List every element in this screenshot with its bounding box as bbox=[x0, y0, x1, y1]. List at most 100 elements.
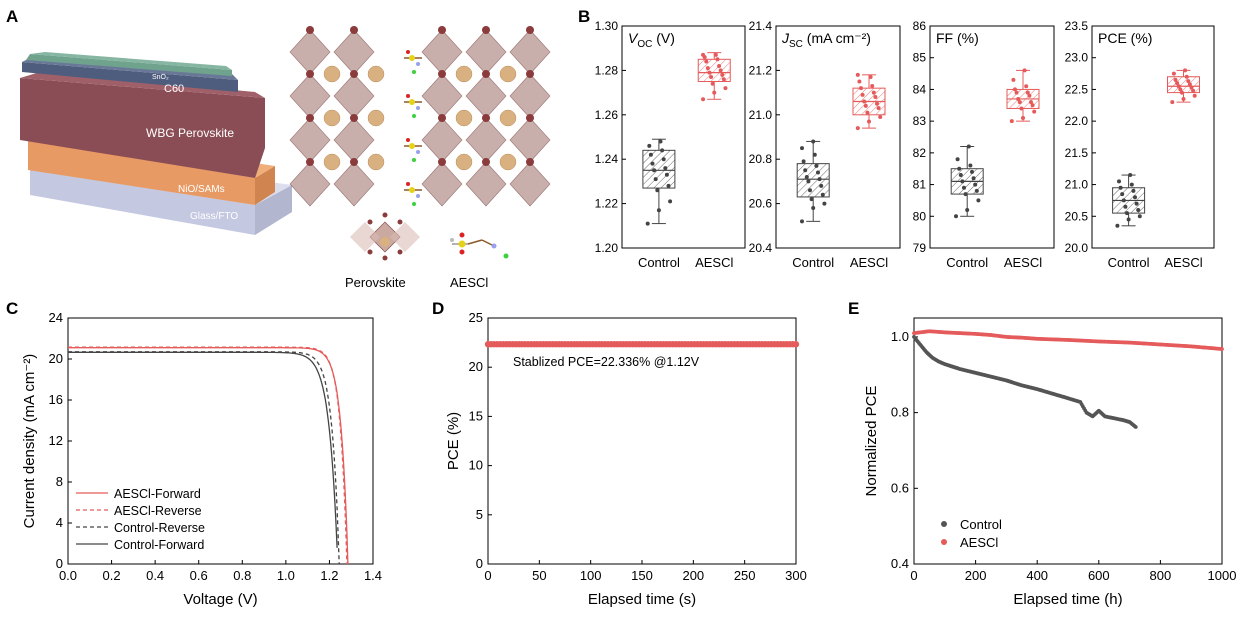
x-tick-label: 400 bbox=[1026, 568, 1048, 583]
data-point bbox=[713, 52, 718, 57]
category-label: Control bbox=[638, 255, 680, 270]
chart-title: FF (%) bbox=[936, 30, 979, 46]
halide-atom bbox=[482, 158, 490, 166]
data-point bbox=[645, 221, 650, 226]
data-point bbox=[1133, 195, 1137, 200]
oxygen-atom bbox=[406, 50, 410, 54]
data-point bbox=[1126, 217, 1131, 222]
data-point bbox=[647, 143, 652, 148]
octahedron bbox=[333, 161, 375, 207]
panel-letter-e: E bbox=[848, 299, 859, 318]
data-point bbox=[710, 81, 715, 86]
y-tick-label: 24 bbox=[49, 310, 63, 325]
chart-d-stabilized: 0 50 100 150 200 250 300 0 5 10 15 20 25 Elapsed time… bbox=[445, 310, 807, 608]
crystal-structure bbox=[289, 26, 551, 207]
data-point bbox=[855, 126, 860, 131]
data-point bbox=[822, 201, 827, 206]
octahedron bbox=[465, 117, 507, 163]
structure-label-aescl: AESCl bbox=[450, 275, 488, 290]
chloride-ion bbox=[412, 70, 416, 74]
data-point bbox=[1179, 90, 1184, 95]
octahedron bbox=[509, 73, 551, 119]
data-point bbox=[1128, 173, 1133, 178]
data-point bbox=[1125, 211, 1129, 216]
data-point bbox=[1117, 179, 1121, 184]
data-point bbox=[1017, 100, 1022, 105]
halide-atom bbox=[482, 70, 490, 78]
y-tick-label: 81 bbox=[913, 178, 927, 192]
y-tick-label: 21.2 bbox=[749, 63, 773, 77]
y-tick-label: 25 bbox=[469, 310, 483, 325]
chloride-ion bbox=[412, 114, 416, 118]
nitrogen-atom bbox=[416, 150, 420, 154]
octahedron bbox=[465, 73, 507, 119]
sulfur-atom bbox=[409, 143, 415, 149]
sulfur-atom bbox=[409, 187, 415, 193]
layer-label-nio: NiO/SAMs bbox=[178, 184, 225, 195]
y-axis-label: Normalized PCE bbox=[863, 386, 880, 497]
octahedron bbox=[465, 161, 507, 207]
category-label: AESCl bbox=[695, 255, 733, 270]
a-site-cation bbox=[323, 65, 341, 83]
chart-b-ff: 79 80 81 82 83 84 85 86 FF (%) Control AESCl bbox=[913, 19, 1055, 270]
category-label: AESCl bbox=[850, 255, 888, 270]
box bbox=[642, 149, 676, 189]
data-point bbox=[1009, 119, 1014, 124]
data-point bbox=[868, 75, 873, 80]
data-point bbox=[865, 110, 870, 115]
y-tick-label: 0.8 bbox=[891, 405, 909, 420]
data-point bbox=[720, 72, 725, 77]
x-tick-label: 1.4 bbox=[364, 568, 382, 583]
chart-title: JSC (mA cm⁻²) bbox=[781, 30, 871, 50]
data-point bbox=[862, 99, 867, 104]
data-point bbox=[808, 188, 812, 193]
data-point bbox=[871, 90, 876, 95]
data-point bbox=[857, 79, 862, 84]
data-point bbox=[801, 159, 806, 164]
chart-e-stability: 0 200 400 600 800 1000 0.4 0.6 0.8 1.0 Elapsed tim… bbox=[863, 317, 1236, 608]
x-tick-label: 0.8 bbox=[233, 568, 251, 583]
y-axis-label: PCE (%) bbox=[445, 412, 462, 470]
structure-label-perovskite: Perovskite bbox=[345, 275, 406, 290]
halide-atom bbox=[306, 26, 314, 34]
data-point bbox=[663, 166, 668, 171]
y-tick-label: 86 bbox=[913, 19, 927, 33]
y-tick-label: 16 bbox=[49, 392, 63, 407]
halide-atom bbox=[438, 26, 446, 34]
y-tick-label: 20.5 bbox=[1065, 209, 1089, 223]
data-point bbox=[666, 183, 671, 188]
y-tick-label: 85 bbox=[913, 51, 927, 65]
data-point bbox=[1187, 82, 1192, 87]
data-point bbox=[863, 103, 868, 108]
x-tick-label: 600 bbox=[1088, 568, 1110, 583]
nitrogen-atom bbox=[416, 62, 420, 66]
octahedron bbox=[333, 29, 375, 75]
y-tick-label: 84 bbox=[913, 82, 927, 96]
halide-atom bbox=[350, 158, 358, 166]
chart-b-pce: 20.0 20.5 21.0 21.5 22.0 22.5 23.0 23.5 PCE (%) C… bbox=[1065, 19, 1215, 270]
legend-label: AESCl bbox=[960, 535, 998, 550]
y-tick-label: 1.28 bbox=[595, 63, 619, 77]
data-point bbox=[1131, 188, 1136, 193]
category-label: Control bbox=[1108, 255, 1150, 270]
panel-letter-c: C bbox=[6, 299, 18, 318]
octahedron bbox=[289, 73, 331, 119]
y-tick-label: 1.0 bbox=[891, 329, 909, 344]
data-point bbox=[971, 176, 976, 181]
data-point bbox=[701, 97, 706, 102]
data-point bbox=[1170, 100, 1175, 105]
y-tick-label: 1.24 bbox=[595, 152, 619, 166]
data-point bbox=[707, 70, 712, 75]
x-tick-label: 0 bbox=[484, 568, 491, 583]
data-point bbox=[966, 144, 971, 149]
data-point bbox=[1137, 214, 1142, 219]
data-point bbox=[652, 168, 657, 173]
data-point bbox=[1183, 68, 1188, 73]
layer-label-c60: C60 bbox=[164, 83, 184, 95]
data-point bbox=[870, 83, 875, 88]
data-point bbox=[661, 157, 666, 162]
y-tick-label: 23.5 bbox=[1065, 19, 1089, 33]
data-point bbox=[968, 163, 973, 168]
perovskite-unit-icon bbox=[350, 212, 420, 261]
